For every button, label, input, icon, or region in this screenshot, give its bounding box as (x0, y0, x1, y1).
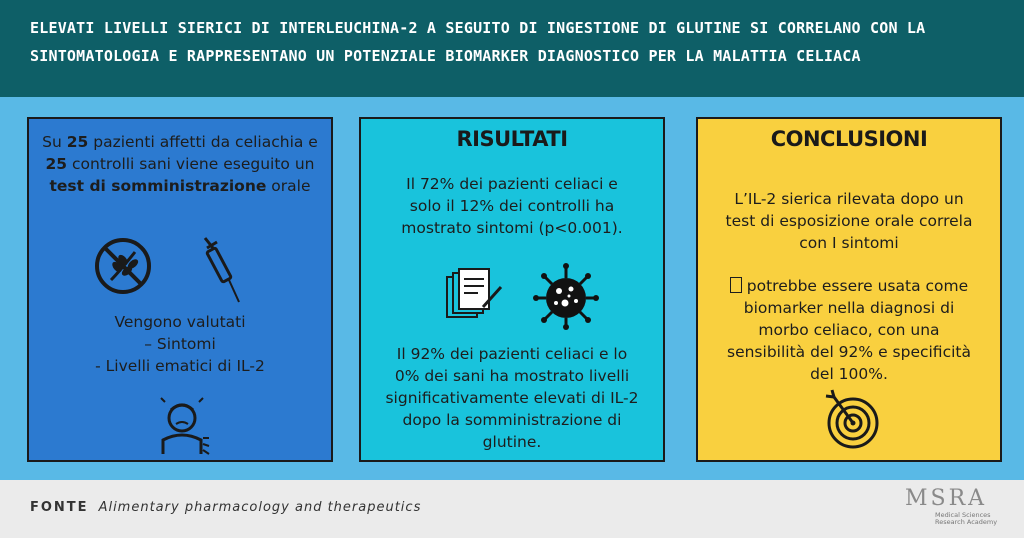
source-label: FONTE (30, 500, 89, 515)
msra-logo: MSRA Medical Sciences Research Academy (905, 486, 1005, 534)
evaluated-list: Vengono valutati – Sintomi - Livelli ema… (39, 311, 321, 377)
patients-count: 25 (66, 133, 89, 151)
result-symptoms: Il 72% dei pazienti celiaci e solo il 12… (401, 175, 623, 237)
page-title: ELEVATI LIVELLI SIERICI DI INTERLEUCHINA… (30, 14, 1000, 70)
title-line-1: ELEVATI LIVELLI SIERICI DI INTERLEUCHINA… (30, 19, 926, 37)
result-il2: Il 92% dei pazienti celiaci e lo 0% dei … (385, 345, 639, 451)
arrow-glyph-icon (729, 277, 742, 293)
logo-subtitle: Medical Sciences Research Academy (935, 512, 997, 526)
sick-person-icon (160, 397, 210, 455)
no-gluten-icon (95, 238, 151, 294)
title-line-2: SINTOMATOLOGIA E RAPPRESENTANO UN POTENZ… (30, 47, 861, 65)
source-name: Alimentary pharmacology and therapeutics (98, 500, 422, 515)
methods-panel: Su 25 pazienti affetti da celiachia e 25… (27, 117, 333, 462)
documents-icon (446, 268, 503, 318)
source-citation: FONTE Alimentary pharmacology and therape… (30, 500, 421, 515)
footer: FONTE Alimentary pharmacology and therape… (0, 480, 1024, 538)
intro-text: Su (42, 133, 67, 151)
evaluated-item: - Livelli ematici di IL-2 (95, 357, 265, 375)
conclusion-biomarker-text: potrebbe essere usata come biomarker nel… (727, 277, 971, 383)
conclusion-correlation: L’IL-2 sierica rilevata dopo un test di … (725, 190, 973, 252)
controls-count: 25 (45, 155, 68, 173)
methods-intro: Su 25 pazienti affetti da celiachia e 25… (39, 131, 321, 197)
results-title: RISULTATI (456, 127, 568, 151)
conclusions-panel: CONCLUSIONI L’IL-2 sierica rilevata dopo… (696, 117, 1002, 462)
evaluated-item: – Sintomi (144, 335, 216, 353)
intro-text: pazienti affetti da celiachia e (88, 133, 318, 151)
results-panel: RISULTATI Il 72% dei pazienti celiaci e … (359, 117, 665, 462)
logo-mark: MSRA (905, 486, 988, 511)
logo-subtitle-line: Research Academy (935, 518, 998, 526)
conclusions-title: CONCLUSIONI (770, 127, 928, 151)
syringe-icon (203, 237, 240, 303)
intro-text: controlli sani viene eseguito un (67, 155, 315, 173)
evaluated-heading: Vengono valutati (114, 313, 246, 331)
intro-text: orale (266, 177, 311, 195)
virus-icon (533, 263, 599, 330)
header-banner: ELEVATI LIVELLI SIERICI DI INTERLEUCHINA… (0, 0, 1024, 97)
target-icon (825, 389, 879, 449)
logo-subtitle-line: Medical Sciences (935, 511, 991, 519)
conclusion-biomarker: potrebbe essere usata come biomarker nel… (720, 275, 978, 385)
test-name: test di somministrazione (49, 177, 267, 195)
